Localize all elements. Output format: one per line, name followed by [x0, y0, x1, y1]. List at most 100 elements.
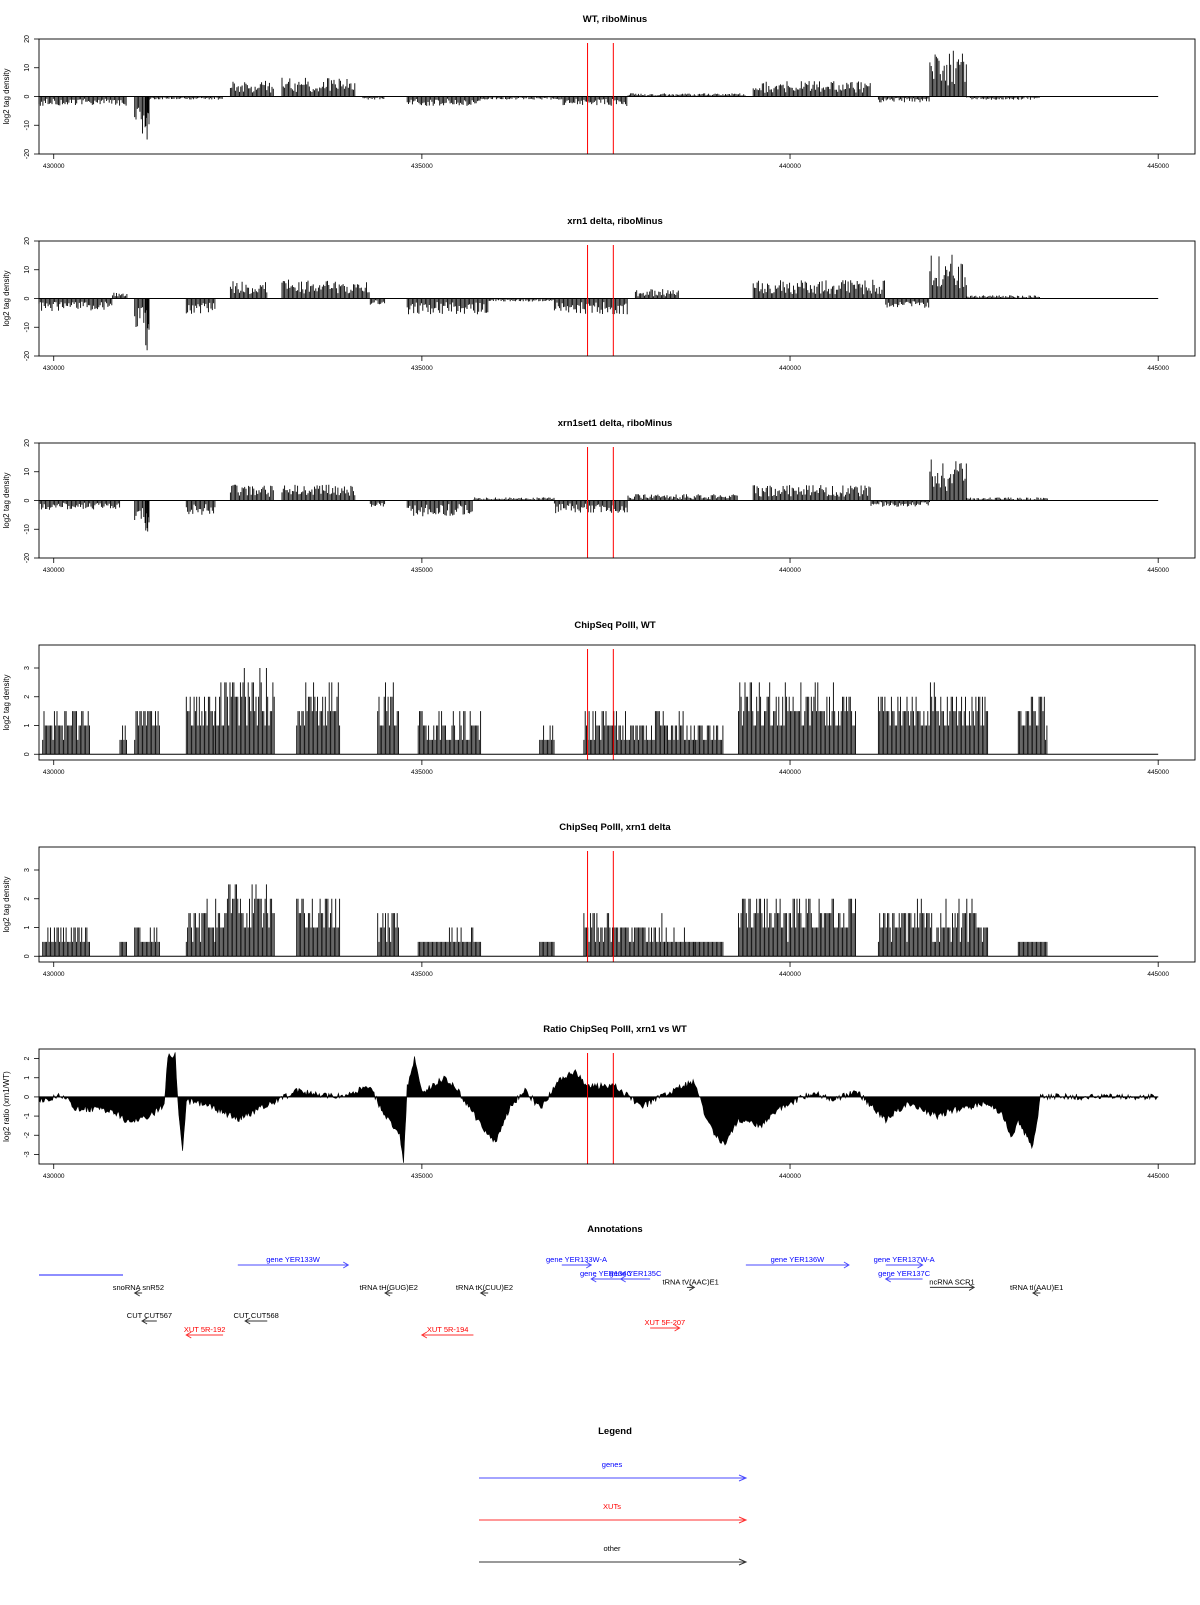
annotation-feature-xut: XUT 5R-192	[184, 1325, 225, 1339]
plot-frame	[38, 240, 1196, 357]
legend-item-gene: genes	[479, 1460, 748, 1482]
annotation-label: gene YER133W-A	[546, 1255, 607, 1264]
y-axis-label: log2 tag density	[2, 68, 11, 124]
data-segment	[119, 725, 127, 755]
x-tick-label: 435000	[411, 769, 433, 776]
panel-title: xrn1set1 delta, riboMinus	[558, 418, 673, 429]
data-segment	[966, 497, 1048, 501]
y-tick-label: -1	[24, 1113, 31, 1119]
y-tick-label: -3	[24, 1151, 31, 1157]
data-segment	[148, 96, 223, 100]
data-segment	[417, 927, 482, 957]
y-tick-label: 20	[24, 35, 31, 43]
annotation-label: gene YER135C	[609, 1269, 662, 1278]
data-segment	[752, 485, 871, 501]
data-segment	[134, 711, 160, 755]
data-segment	[377, 913, 399, 957]
data-segment	[369, 298, 386, 305]
annotation-feature-other: ncRNA SCR1	[929, 1277, 976, 1291]
x-tick-label: 430000	[43, 971, 65, 978]
y-tick-label: 2	[24, 897, 31, 901]
annotation-arrow-head	[968, 1283, 976, 1291]
legend: Legend genes XUTs other	[479, 1426, 748, 1566]
data-segment	[38, 96, 127, 106]
data-segment	[145, 298, 149, 351]
data-segment	[134, 927, 160, 957]
annotation-arrow-head	[479, 1289, 487, 1297]
data-segment	[296, 682, 341, 755]
plot-frame	[38, 442, 1196, 559]
x-tick-label: 435000	[411, 567, 433, 574]
x-tick-label: 445000	[1147, 769, 1169, 776]
data-segment	[406, 96, 481, 106]
data-segment	[38, 500, 121, 510]
data-segment	[539, 725, 555, 755]
x-tick-label: 440000	[779, 1173, 801, 1180]
annotation-arrow-head	[133, 1289, 140, 1297]
y-axis-label: log2 ratio (xrn1/WT)	[2, 1071, 11, 1142]
data-segment	[134, 96, 150, 134]
legend-item-other: other	[479, 1544, 748, 1566]
x-tick-label: 430000	[43, 567, 65, 574]
data-segment	[929, 459, 967, 501]
panel-title: WT, riboMinus	[583, 14, 647, 25]
data-segment	[145, 500, 149, 531]
plot-frame	[38, 38, 1196, 155]
x-tick-label: 445000	[1147, 365, 1169, 372]
data-segment	[870, 500, 930, 507]
plot-frame	[38, 644, 1196, 761]
annotation-label: tRNA tK(CUU)E2	[456, 1283, 513, 1292]
data-segment	[877, 682, 989, 755]
x-tick-label: 435000	[411, 365, 433, 372]
data-segment	[929, 50, 967, 97]
data-segment	[185, 898, 216, 957]
data-segment	[664, 711, 694, 755]
y-axis-label: log2 tag density	[2, 270, 11, 326]
data-segment	[693, 725, 724, 755]
y-tick-label: 0	[24, 296, 31, 300]
data-segment	[539, 941, 555, 957]
annotation-feature-other: tRNA tK(CUU)E2	[456, 1283, 513, 1297]
annotation-arrow-head	[384, 1289, 391, 1297]
annotation-feature-gene: gene YER134C	[580, 1269, 633, 1283]
x-tick-label: 440000	[779, 971, 801, 978]
legend-title: Legend	[598, 1426, 632, 1437]
y-tick-label: 10	[24, 468, 31, 476]
annotation-arrow-head	[420, 1331, 428, 1339]
data-segment	[377, 682, 399, 755]
x-tick-label: 430000	[43, 365, 65, 372]
data-segment	[38, 298, 113, 311]
data-segment	[134, 298, 150, 330]
data-segment	[42, 927, 90, 957]
annotation-label: gene YER137W-A	[874, 1255, 935, 1264]
y-tick-label: -20	[24, 351, 31, 361]
annotation-feature-other: CUT CUT567	[127, 1311, 172, 1325]
y-tick-label: -2	[24, 1132, 31, 1138]
y-tick-label: 1	[24, 925, 31, 929]
y-tick-label: 10	[24, 64, 31, 72]
data-segment	[738, 682, 856, 755]
x-tick-label: 430000	[43, 1173, 65, 1180]
data-segment	[229, 80, 274, 97]
y-tick-label: 20	[24, 237, 31, 245]
legend-items: genes XUTs other	[479, 1460, 748, 1566]
annotation-label: XUT 5F-207	[645, 1318, 686, 1327]
data-segment	[185, 298, 216, 314]
data-marks	[38, 459, 1159, 532]
data-segment	[42, 711, 90, 755]
data-segment	[119, 941, 127, 957]
plot-frame	[38, 846, 1196, 963]
annotation-arrow-head	[141, 1317, 148, 1325]
data-segment	[966, 96, 1040, 100]
y-axis-label: log2 tag density	[2, 472, 11, 528]
data-segment	[185, 500, 216, 515]
track-panel-2: xrn1 delta, riboMinus log2 tag density -20…	[2, 216, 1196, 372]
data-segment	[929, 254, 967, 299]
x-tick-label: 440000	[779, 163, 801, 170]
data-marks	[39, 668, 1159, 755]
legend-label: XUTs	[603, 1502, 621, 1511]
data-segment	[553, 500, 628, 514]
data-segment	[738, 898, 856, 957]
